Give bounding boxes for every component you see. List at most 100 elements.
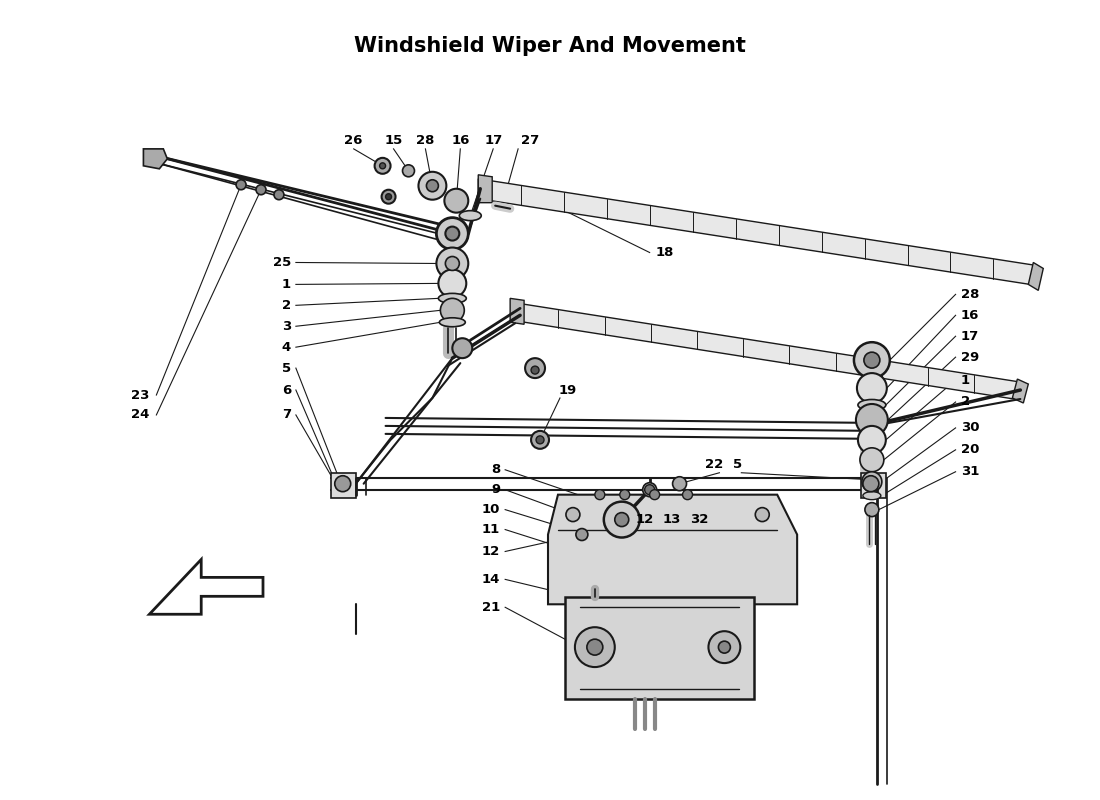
Polygon shape xyxy=(478,174,492,202)
Circle shape xyxy=(446,257,460,270)
Text: 16: 16 xyxy=(451,134,470,147)
Circle shape xyxy=(576,529,587,541)
Ellipse shape xyxy=(439,294,466,303)
Text: 5: 5 xyxy=(282,362,290,374)
Text: 17: 17 xyxy=(484,134,503,147)
Text: 13: 13 xyxy=(662,513,681,526)
Text: 25: 25 xyxy=(273,256,290,269)
Polygon shape xyxy=(513,302,1021,400)
Text: 8: 8 xyxy=(491,463,501,476)
Polygon shape xyxy=(548,494,798,604)
Text: 18: 18 xyxy=(656,246,674,259)
Circle shape xyxy=(379,163,386,169)
Circle shape xyxy=(862,472,882,492)
Text: 6: 6 xyxy=(282,383,290,397)
Polygon shape xyxy=(143,149,167,169)
Circle shape xyxy=(756,508,769,522)
Circle shape xyxy=(708,631,740,663)
Text: 31: 31 xyxy=(960,466,979,478)
Ellipse shape xyxy=(460,210,481,221)
Text: Windshield Wiper And Movement: Windshield Wiper And Movement xyxy=(354,36,746,56)
Circle shape xyxy=(334,476,351,492)
Text: 21: 21 xyxy=(482,601,500,614)
Text: 2: 2 xyxy=(960,395,970,409)
Circle shape xyxy=(858,426,886,454)
Circle shape xyxy=(865,502,879,517)
Circle shape xyxy=(437,218,469,250)
Circle shape xyxy=(446,226,460,241)
Text: 28: 28 xyxy=(960,288,979,301)
Circle shape xyxy=(525,358,544,378)
Circle shape xyxy=(375,158,390,174)
Circle shape xyxy=(604,502,640,538)
Text: 12: 12 xyxy=(636,513,653,526)
Text: 23: 23 xyxy=(131,389,150,402)
Text: 28: 28 xyxy=(416,134,434,147)
Circle shape xyxy=(236,180,246,190)
Circle shape xyxy=(439,270,466,298)
Circle shape xyxy=(718,641,730,653)
Circle shape xyxy=(531,431,549,449)
Circle shape xyxy=(619,490,629,500)
Circle shape xyxy=(536,436,544,444)
Circle shape xyxy=(437,247,469,279)
Text: 1: 1 xyxy=(960,374,970,386)
Ellipse shape xyxy=(862,492,881,500)
Text: 11: 11 xyxy=(482,523,500,536)
Circle shape xyxy=(645,485,654,494)
Circle shape xyxy=(642,482,657,497)
Circle shape xyxy=(256,185,266,194)
Text: 4: 4 xyxy=(282,341,290,354)
Circle shape xyxy=(672,477,686,490)
Circle shape xyxy=(864,352,880,368)
Text: 17: 17 xyxy=(960,330,979,342)
Polygon shape xyxy=(478,178,1036,286)
Circle shape xyxy=(854,342,890,378)
Ellipse shape xyxy=(439,318,465,326)
Circle shape xyxy=(650,490,660,500)
Text: 2: 2 xyxy=(282,299,290,312)
Circle shape xyxy=(862,476,879,492)
Circle shape xyxy=(531,366,539,374)
Circle shape xyxy=(595,490,605,500)
Circle shape xyxy=(403,165,415,177)
Circle shape xyxy=(857,373,887,403)
Circle shape xyxy=(274,190,284,200)
Text: 12: 12 xyxy=(482,545,500,558)
Text: 1: 1 xyxy=(282,278,290,291)
Circle shape xyxy=(682,490,693,500)
Text: 14: 14 xyxy=(482,573,500,586)
Text: 15: 15 xyxy=(384,134,403,147)
Circle shape xyxy=(575,627,615,667)
Circle shape xyxy=(418,172,447,200)
Circle shape xyxy=(565,508,580,522)
Circle shape xyxy=(382,190,396,204)
Circle shape xyxy=(615,513,629,526)
Text: 5: 5 xyxy=(733,458,741,471)
Text: 10: 10 xyxy=(482,503,500,516)
Polygon shape xyxy=(1012,379,1028,403)
Text: 3: 3 xyxy=(282,320,290,333)
Polygon shape xyxy=(565,598,755,699)
Circle shape xyxy=(860,448,883,472)
Ellipse shape xyxy=(858,399,886,410)
Circle shape xyxy=(444,189,469,213)
Polygon shape xyxy=(510,298,524,324)
Polygon shape xyxy=(1028,262,1043,290)
Text: 24: 24 xyxy=(131,409,150,422)
Circle shape xyxy=(386,194,392,200)
Polygon shape xyxy=(331,473,355,498)
Text: 20: 20 xyxy=(960,443,979,456)
Text: 9: 9 xyxy=(491,483,501,496)
Text: 30: 30 xyxy=(960,422,979,434)
Polygon shape xyxy=(861,473,886,498)
Circle shape xyxy=(856,404,888,436)
Circle shape xyxy=(427,180,439,192)
Circle shape xyxy=(452,338,472,358)
Polygon shape xyxy=(150,559,263,614)
Text: 27: 27 xyxy=(521,134,539,147)
Text: 32: 32 xyxy=(691,513,708,526)
Text: 16: 16 xyxy=(960,309,979,322)
Circle shape xyxy=(440,298,464,322)
Circle shape xyxy=(587,639,603,655)
